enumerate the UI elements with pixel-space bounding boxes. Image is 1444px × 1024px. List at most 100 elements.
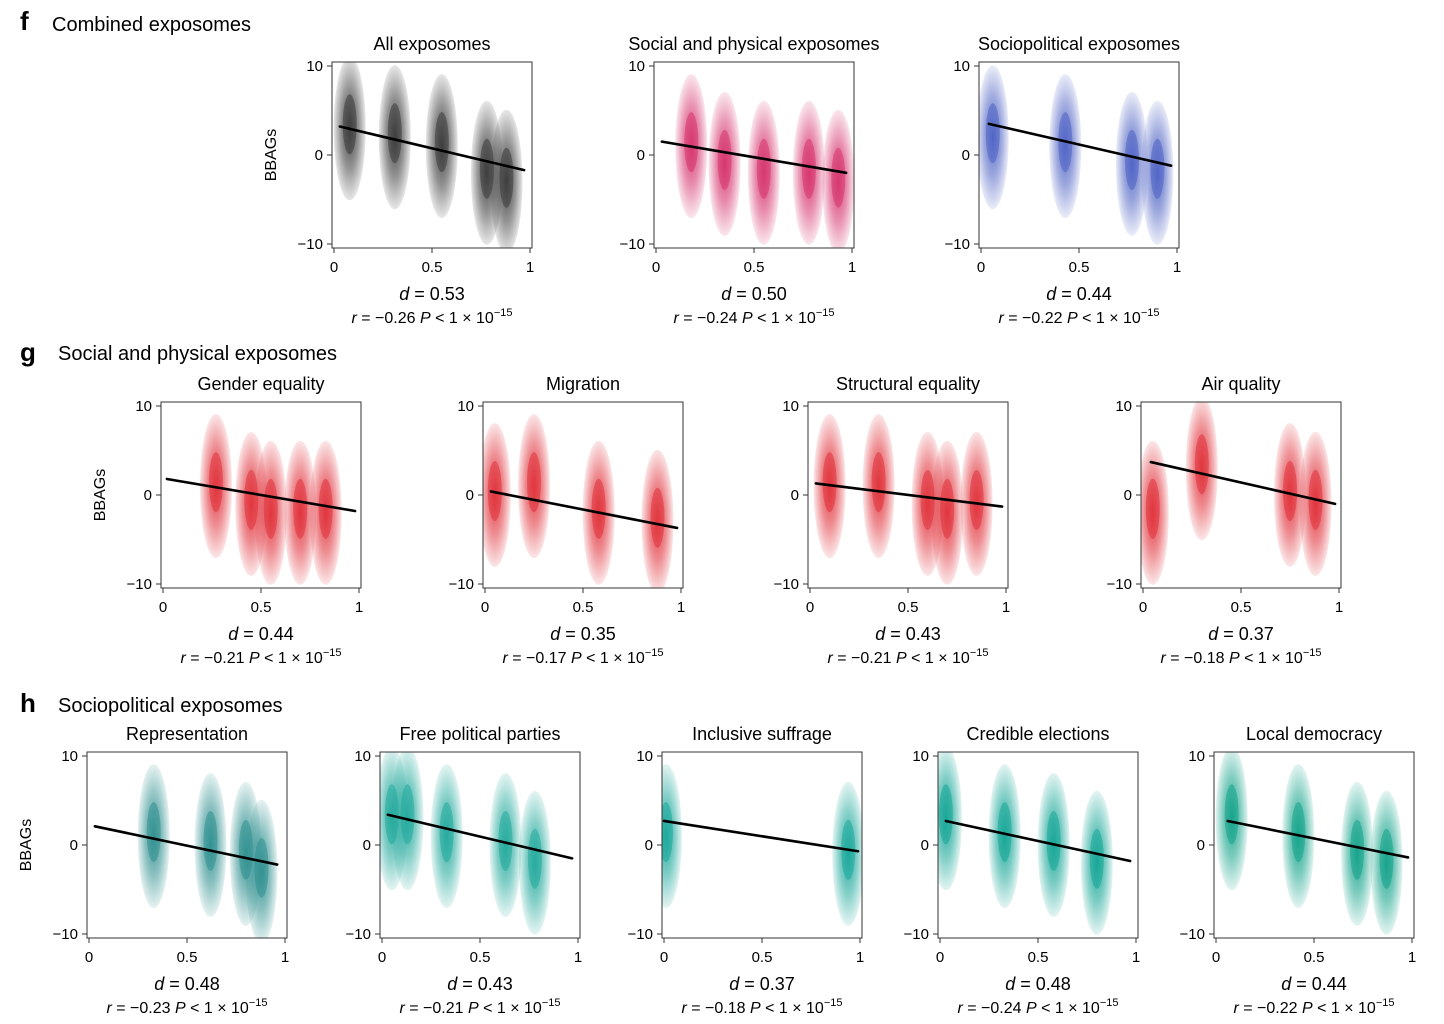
density-core	[1224, 784, 1239, 845]
effect-size-label: d = 0.35	[550, 624, 616, 644]
effect-size-label: d = 0.43	[875, 624, 941, 644]
regression-line	[165, 477, 357, 513]
y-tick-label: 0	[637, 147, 645, 164]
x-tick-label: 1	[281, 949, 289, 966]
chart-all-exposomes: All exposomes 10 0 −10 0 0.5 1 BBAGs d = 0.53 r =…	[263, 34, 534, 327]
section-title-sociopolitical: Sociopolitical exposomes	[58, 695, 283, 717]
x-tick-label: 0	[936, 949, 944, 966]
x-tick-label: 1	[574, 949, 582, 966]
chart-title: Structural equality	[836, 374, 980, 394]
density-core	[1150, 138, 1165, 199]
chart-inclusive-suffrage: Inclusive suffrage 10 0 −10 0 0.5 1 d = 0.37 r =…	[628, 724, 865, 1017]
x-tick-label: 1	[677, 599, 685, 616]
density-layer	[1141, 402, 1332, 585]
chart-title: Air quality	[1201, 374, 1280, 394]
chart-title: Sociopolitical exposomes	[978, 34, 1180, 54]
y-tick-label: −10	[53, 926, 78, 943]
y-tick-label: 10	[1188, 748, 1205, 765]
chart-title: All exposomes	[373, 34, 490, 54]
x-tick-label: 0.5	[1304, 949, 1325, 966]
chart-migration: Migration 10 0 −10 0 0.5 1 d = 0.35 r = −0.17 P …	[449, 374, 686, 667]
y-tick-label: 0	[315, 147, 323, 164]
y-tick-label: 0	[70, 837, 78, 854]
density-layer	[938, 752, 1113, 935]
density-core	[527, 828, 542, 889]
density-core	[1089, 828, 1104, 889]
density-core	[1379, 828, 1394, 889]
y-tick-label: 0	[363, 837, 371, 854]
density-layer	[199, 414, 342, 585]
density-core	[434, 112, 449, 173]
x-tick-label: 1	[526, 259, 534, 276]
x-tick-label: 0	[660, 949, 668, 966]
y-tick-label: −10	[127, 576, 152, 593]
effect-size-label: d = 0.48	[154, 974, 220, 994]
regression-line	[1149, 460, 1337, 506]
density-core	[940, 478, 955, 539]
chart-gender-equality: Gender equality 10 0 −10 0 0.5 1 BBAGs d = 0.44 r…	[92, 374, 363, 667]
y-axis-label: BBAGs	[263, 129, 280, 181]
regression-line	[489, 490, 679, 530]
y-tick-label: 0	[962, 147, 970, 164]
regression-line	[660, 140, 848, 175]
effect-size-label: d = 0.50	[721, 284, 787, 304]
chart-title: Credible elections	[966, 724, 1109, 744]
y-tick-label: 10	[354, 748, 371, 765]
density-core	[591, 478, 606, 539]
chart-structural-equality: Structural equality 10 0 −10 0 0.5 1 d = 0.43 r …	[774, 374, 1011, 667]
chart-social-and-physical-exposomes: Social and physical exposomes 10 0 −10 0 0.5 1…	[620, 34, 880, 327]
chart-credible-elections: Credible elections 10 0 −10 0 0.5 1 d = 0.48 r =…	[904, 724, 1141, 1017]
density-core	[342, 94, 357, 155]
y-tick-label: 10	[782, 398, 799, 415]
regression-line	[1226, 819, 1410, 859]
y-axis-label: BBAGs	[92, 469, 109, 521]
regression-line	[338, 125, 526, 172]
y-tick-label: −10	[449, 576, 474, 593]
density-core	[1291, 802, 1306, 863]
x-tick-label: 1	[1132, 949, 1140, 966]
y-axis-label: BBAGs	[18, 819, 35, 871]
x-tick-label: 1	[1002, 599, 1010, 616]
x-tick-label: 0	[806, 599, 814, 616]
y-tick-label: 10	[953, 58, 970, 75]
x-tick-label: 0.5	[1028, 949, 1049, 966]
y-tick-label: 0	[791, 487, 799, 504]
density-layer	[483, 414, 674, 588]
chart-representation: Representation 10 0 −10 0 0.5 1 BBAGs d = 0.48 r …	[18, 724, 289, 1017]
correlation-label: r = −0.18 P < 1 × 10−15	[681, 997, 842, 1017]
density-layer	[137, 764, 278, 938]
density-core	[400, 784, 415, 845]
effect-size-label: d = 0.43	[447, 974, 513, 994]
y-tick-label: 0	[921, 837, 929, 854]
y-tick-label: 10	[135, 398, 152, 415]
density-core	[499, 147, 514, 208]
correlation-label: r = −0.17 P < 1 × 10−15	[502, 647, 663, 667]
regression-line	[987, 122, 1173, 167]
density-core	[527, 452, 541, 513]
correlation-label: r = −0.21 P < 1 × 10−15	[827, 647, 988, 667]
y-tick-label: 0	[466, 487, 474, 504]
effect-size-label: d = 0.44	[228, 624, 294, 644]
effect-size-label: d = 0.53	[399, 284, 465, 304]
chart-title: Gender equality	[197, 374, 324, 394]
correlation-label: r = −0.24 P < 1 × 10−15	[957, 997, 1118, 1017]
x-tick-label: 0.5	[898, 599, 919, 616]
x-tick-label: 0.5	[251, 599, 272, 616]
effect-size-label: d = 0.44	[1281, 974, 1347, 994]
x-tick-label: 1	[856, 949, 864, 966]
effect-size-label: d = 0.48	[1005, 974, 1071, 994]
chart-free-political-parties: Free political parties 10 0 −10 0 0.5 1 d = 0.4…	[346, 724, 583, 1017]
correlation-label: r = −0.24 P < 1 × 10−15	[673, 307, 834, 327]
density-core	[1194, 434, 1209, 495]
x-tick-label: 0	[1212, 949, 1220, 966]
x-tick-label: 1	[1335, 599, 1343, 616]
y-tick-label: 10	[457, 398, 474, 415]
y-tick-label: −10	[620, 236, 645, 253]
y-tick-label: 0	[1124, 487, 1132, 504]
density-core	[822, 452, 837, 513]
y-tick-label: 0	[144, 487, 152, 504]
y-tick-label: −10	[346, 926, 371, 943]
density-core	[717, 129, 732, 190]
